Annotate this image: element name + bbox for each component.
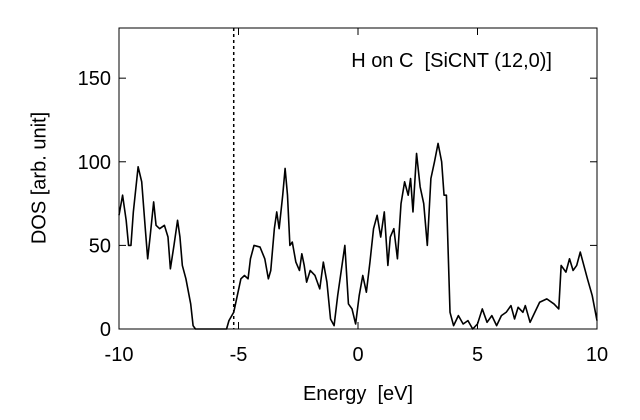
x-tick-label: 10 — [586, 344, 608, 366]
plot-frame — [118, 27, 598, 330]
x-axis-label: Energy [eV] — [303, 383, 413, 405]
x-tick-label: 5 — [472, 344, 483, 366]
y-tick-label: 100 — [78, 152, 111, 174]
y-tick-label: 50 — [89, 235, 111, 257]
x-tick-label: 0 — [352, 344, 363, 366]
y-axis-label: DOS [arb. unit] — [28, 112, 50, 244]
x-tick-label: -10 — [105, 344, 134, 366]
y-tick-label: 0 — [100, 319, 111, 341]
y-tick-label: 150 — [78, 68, 111, 90]
dos-line — [118, 142, 598, 330]
x-tick-label: -5 — [230, 344, 248, 366]
annotation: H on C [SiCNT (12,0)] — [351, 50, 552, 72]
